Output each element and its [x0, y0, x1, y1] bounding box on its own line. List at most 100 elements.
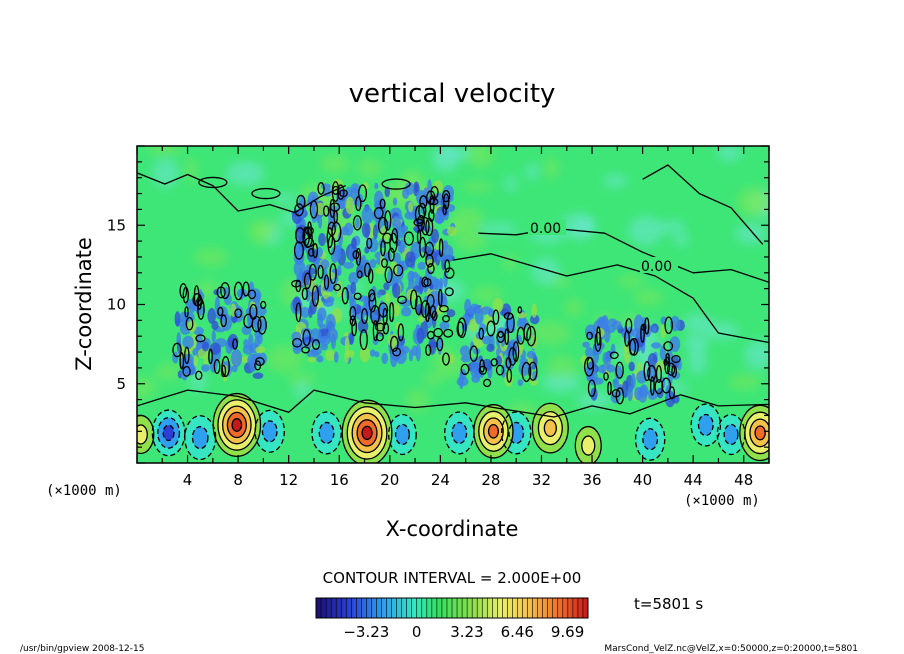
- contour-loop: [388, 247, 395, 262]
- downdraft-cell-contour: [690, 403, 722, 447]
- downdraft-cell-contour: [261, 420, 278, 443]
- turbulence-speck: [468, 318, 478, 332]
- contour-loop: [397, 295, 407, 305]
- contour-loop: [311, 339, 321, 350]
- turbulence-speck: [608, 318, 617, 327]
- contour-loop: [611, 389, 621, 398]
- x-tick-label: 32: [532, 471, 551, 489]
- turbulence-speck: [361, 206, 374, 225]
- contour-loop: [456, 321, 465, 337]
- downdraft-cell-contour: [151, 409, 186, 457]
- contour-loop: [424, 241, 435, 256]
- turbulence-speck: [209, 355, 218, 373]
- mottle-patch: [273, 193, 298, 204]
- contour-loop: [423, 278, 432, 287]
- updraft-cell-contour: [473, 404, 514, 459]
- updraft-cell-contour: [356, 419, 378, 447]
- turbulence-speck: [336, 280, 343, 298]
- downdraft-cell: [152, 410, 185, 456]
- mottle-patch: [503, 254, 518, 271]
- turbulence-speck: [492, 298, 504, 313]
- contour-loop: [380, 240, 386, 257]
- turbulence-speck: [337, 231, 343, 247]
- contour-loop: [389, 301, 395, 323]
- contour-loop: [184, 306, 189, 318]
- updraft-cell-band: [232, 418, 242, 432]
- mottle-patch: [717, 146, 742, 162]
- mottle-patch: [226, 161, 265, 186]
- contour-loop: [457, 317, 467, 339]
- updraft-cell-contour: [226, 411, 247, 439]
- contour-loop: [251, 315, 262, 333]
- turbulence-speck: [437, 338, 443, 355]
- footer-right: MarsCond_VelZ.nc@VelZ,x=0:50000,z=0:2000…: [604, 644, 858, 654]
- turbulence-speck: [182, 335, 194, 349]
- turbulence-speck: [384, 186, 391, 198]
- turbulence-speck: [517, 379, 524, 387]
- turbulence-speck: [240, 356, 249, 364]
- contour-loop: [497, 330, 504, 339]
- contour-loop: [384, 210, 392, 231]
- turbulence-speck: [647, 353, 658, 370]
- turbulence-speck: [470, 367, 480, 378]
- mottle-patch: [531, 257, 560, 285]
- turbulence-speck: [343, 261, 355, 269]
- turbulence-speck: [230, 349, 243, 368]
- updraft-cell: [473, 404, 513, 458]
- turbulence-speck: [399, 299, 412, 307]
- mottle-patch: [302, 372, 316, 386]
- mottle-patch: [613, 347, 628, 363]
- turbulence-speck: [422, 275, 429, 293]
- contour-loop: [220, 314, 227, 328]
- contour-loop: [521, 361, 532, 383]
- contour-loop: [248, 289, 257, 300]
- contour-loop: [333, 283, 342, 292]
- contour-loop: [242, 281, 250, 297]
- turbulence-speck: [484, 313, 492, 327]
- contour-loop: [172, 342, 182, 358]
- updraft-cell-contour: [574, 425, 602, 463]
- time-label: t=5801 s: [634, 595, 703, 613]
- turbulence-speck: [316, 313, 324, 328]
- turbulence-speck: [292, 338, 304, 351]
- contour-loop: [352, 215, 362, 231]
- turbulence-speck: [350, 281, 357, 295]
- mottle-patch: [602, 174, 629, 188]
- turbulence-speck: [363, 295, 370, 308]
- mottle-patch: [744, 340, 769, 370]
- turbulence-speck: [416, 327, 425, 344]
- updraft-cell-contour: [351, 412, 383, 454]
- contour-loop: [506, 368, 513, 383]
- turbulence-speck: [446, 309, 456, 318]
- turbulence-speck: [381, 352, 388, 365]
- contour-loop: [460, 363, 470, 375]
- contour-loop: [442, 352, 450, 366]
- contour-lines: [137, 164, 769, 463]
- contour-loop: [182, 366, 191, 377]
- turbulence-speck: [508, 339, 518, 347]
- x-tick-label: 12: [279, 471, 298, 489]
- contour-loop: [428, 197, 439, 206]
- contour-loop: [392, 347, 402, 357]
- downdraft-cell-contour: [634, 417, 666, 461]
- turbulence-speck: [504, 372, 513, 387]
- turbulence-speck: [254, 293, 261, 309]
- contour-loop: [312, 243, 319, 259]
- contour-loop: [303, 272, 312, 290]
- zero-contour: [452, 253, 769, 344]
- x-unit-label-right: (×1000 m): [684, 493, 760, 509]
- turbulence-speck: [351, 237, 357, 250]
- updraft-cell-contour: [754, 425, 766, 441]
- turbulence-speck: [392, 303, 401, 317]
- turbulence-speck: [585, 346, 594, 359]
- turbulence-speck: [431, 228, 440, 244]
- turbulence-speck: [659, 345, 666, 361]
- colorbar-tick-label: 9.69: [551, 623, 584, 641]
- turbulence-speck: [459, 345, 471, 357]
- turbulence-speck: [636, 370, 648, 384]
- updraft-cell-contour: [537, 410, 563, 446]
- contour-loop: [425, 253, 434, 268]
- colorbar-tick-labels: −3.23 0 3.23 6.46 9.69: [343, 623, 584, 641]
- contour-loop: [329, 263, 337, 285]
- contour-loop: [368, 268, 374, 284]
